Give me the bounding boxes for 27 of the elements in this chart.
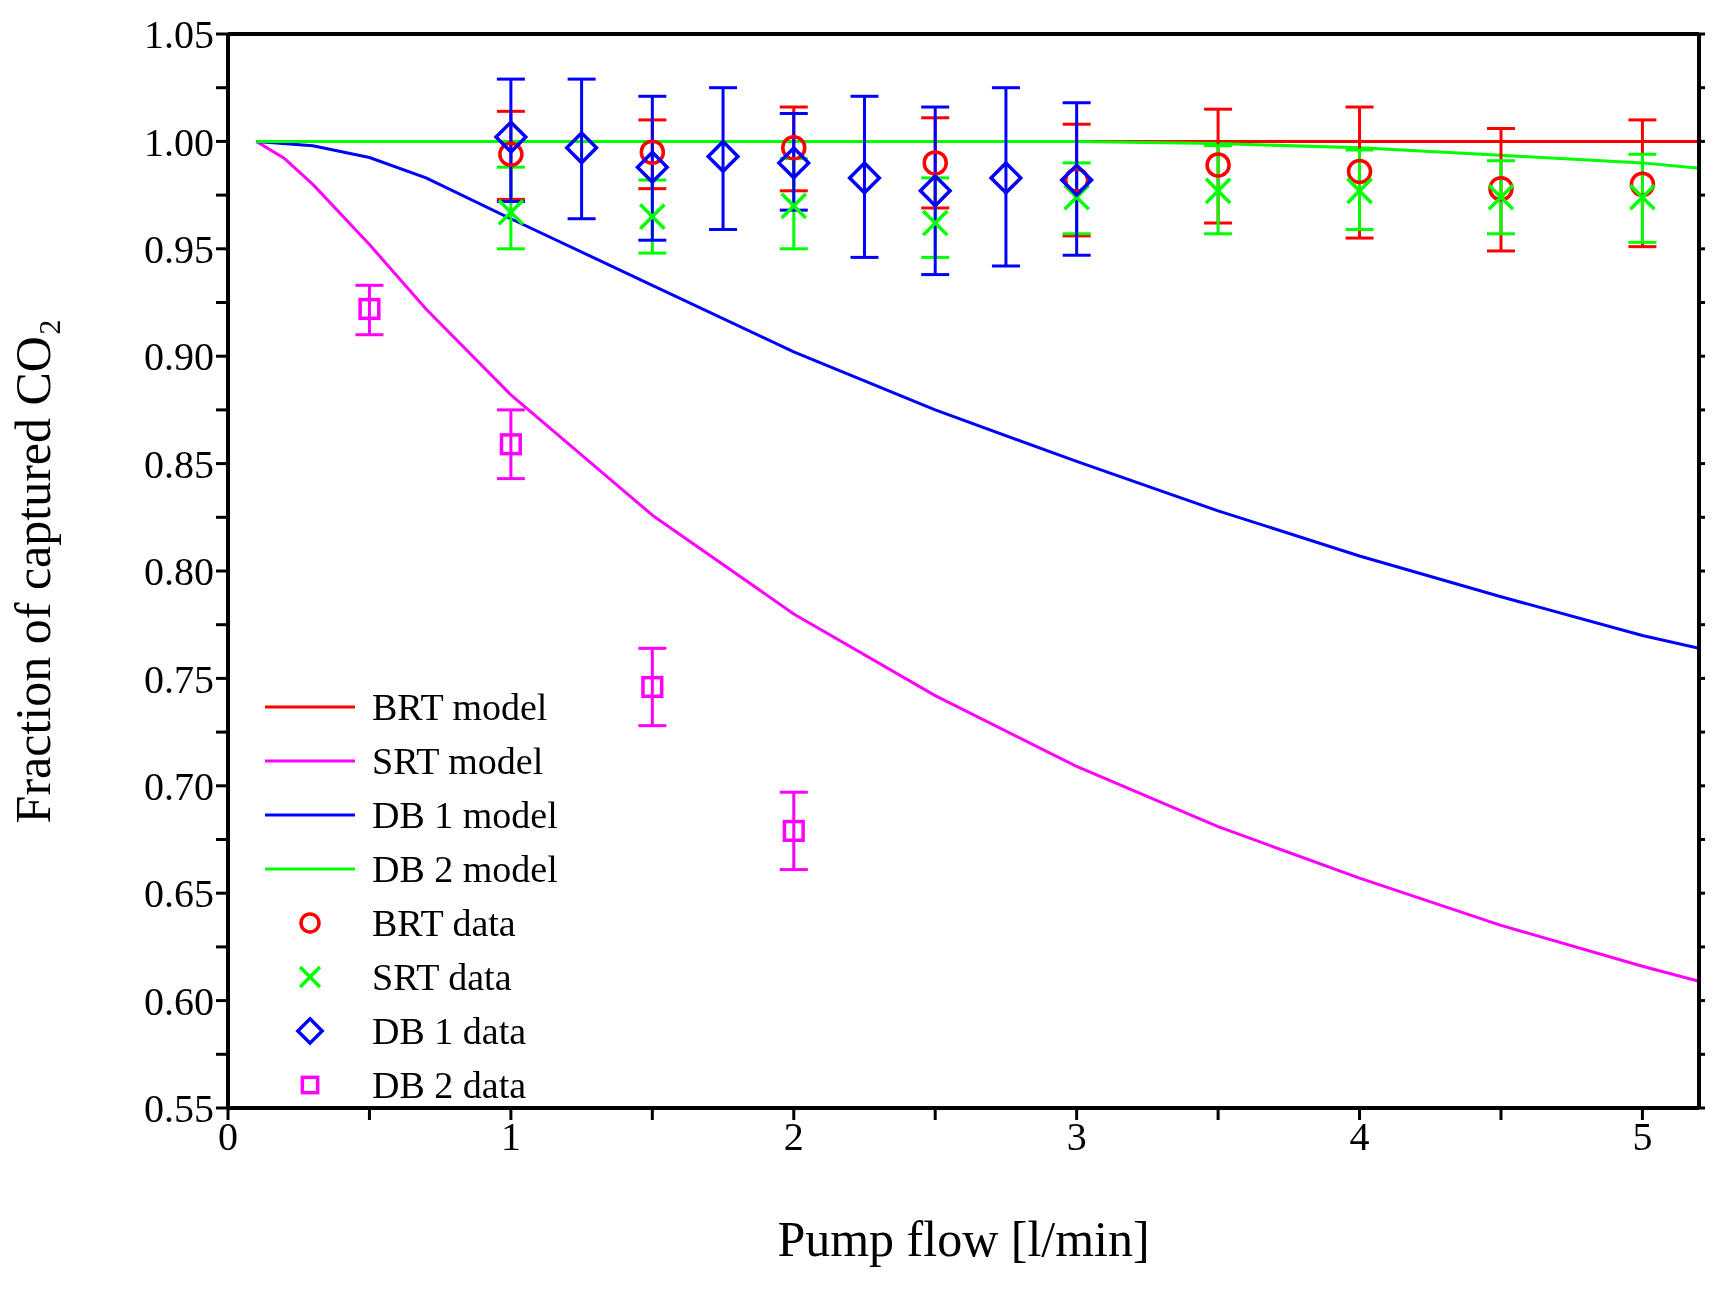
x-axis-title: Pump flow [l/min] — [777, 1211, 1150, 1267]
x-tick-label: 0 — [218, 1114, 238, 1160]
legend-label: SRT data — [372, 955, 512, 1000]
y-tick-label: 0.80 — [144, 549, 214, 595]
y-axis-title: Fraction of captured CO₂ — [4, 318, 61, 824]
legend-label: BRT data — [372, 901, 516, 946]
x-tick-label: 4 — [1349, 1114, 1370, 1160]
y-tick-label: 0.85 — [144, 441, 214, 487]
y-tick-label: 0.60 — [144, 978, 214, 1024]
x-tick-label: 1 — [500, 1114, 521, 1160]
legend-label: DB 1 model — [372, 793, 558, 838]
legend-label: DB 2 data — [372, 1063, 527, 1108]
y-tick-label: 0.70 — [144, 764, 214, 809]
x-tick-label: 2 — [783, 1114, 804, 1160]
x-tick-label: 5 — [1632, 1114, 1653, 1160]
y-tick-label: 0.55 — [144, 1086, 214, 1132]
x-tick-label: 3 — [1066, 1114, 1087, 1160]
y-tick-label: 1.00 — [144, 119, 214, 165]
y-tick-label: 0.95 — [144, 227, 214, 272]
legend-label: DB 1 data — [372, 1009, 527, 1054]
y-tick-label: 1.05 — [144, 12, 214, 58]
legend-label: SRT model — [372, 739, 544, 784]
y-tick-label: 0.75 — [144, 656, 214, 702]
legend-label: DB 2 model — [372, 847, 558, 892]
y-tick-label: 0.65 — [144, 871, 214, 917]
legend-label: BRT model — [372, 685, 548, 730]
y-tick-label: 0.90 — [144, 334, 214, 380]
